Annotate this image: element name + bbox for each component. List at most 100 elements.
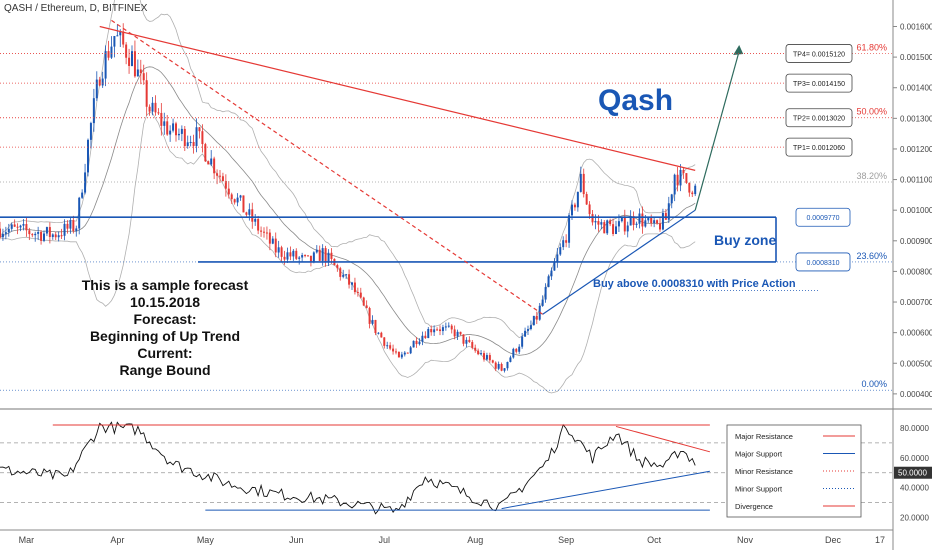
- rsi-divergence-line: [615, 425, 710, 453]
- candle-body: [400, 354, 403, 358]
- target-box: [785, 73, 853, 93]
- candle-body: [315, 249, 318, 253]
- candle-body: [257, 218, 260, 231]
- candle-body: [25, 224, 28, 231]
- candle-body: [430, 329, 433, 333]
- forecast-line: Beginning of Up Trend: [89, 328, 241, 344]
- candle-body: [327, 252, 330, 263]
- candle-body: [603, 222, 606, 234]
- candle-body: [286, 252, 289, 260]
- candle-body: [576, 191, 579, 208]
- candle-body: [22, 224, 25, 226]
- candle-body: [670, 194, 673, 204]
- candle-body: [439, 329, 441, 332]
- candle-body: [0, 228, 1, 238]
- buy-zone-label: Buy zone: [714, 232, 777, 248]
- candle-body: [353, 282, 356, 293]
- fib-level-label: 23.60%: [856, 251, 887, 261]
- candle-body: [579, 173, 582, 192]
- candle-body: [221, 176, 224, 182]
- candle-body: [131, 51, 133, 66]
- candle-body: [148, 106, 151, 112]
- candle-body: [307, 255, 309, 257]
- forecast-line: This is a sample forecast: [81, 277, 249, 293]
- candle-body: [277, 247, 280, 253]
- legend-label: Major Support: [735, 450, 783, 459]
- candle-body: [177, 133, 180, 136]
- candle-body: [289, 252, 292, 257]
- candle-body: [268, 232, 271, 244]
- candle-body: [166, 121, 169, 135]
- forecast-line: Forecast:: [133, 311, 197, 327]
- candle-body: [339, 268, 342, 277]
- candle-body: [51, 234, 54, 237]
- candle-body: [142, 73, 145, 81]
- candle-body: [527, 329, 529, 331]
- candle-body: [415, 340, 418, 345]
- time-tick-label: Dec: [825, 535, 842, 545]
- candle-body: [265, 232, 268, 234]
- candle-body: [359, 292, 362, 298]
- candle-body: [198, 127, 201, 132]
- candle-body: [524, 330, 527, 337]
- candle-body: [573, 204, 576, 208]
- candle-body: [242, 195, 245, 213]
- candle-body: [468, 339, 471, 343]
- candle-body: [283, 256, 286, 260]
- candle-body: [664, 212, 667, 220]
- candle-body: [348, 274, 351, 285]
- candle-body: [656, 220, 659, 224]
- candle-body: [632, 216, 635, 225]
- time-tick-label: May: [197, 535, 215, 545]
- candle-body: [271, 238, 274, 244]
- upper-band: [0, 0, 696, 339]
- candle-body: [644, 220, 647, 227]
- candle-body: [301, 255, 304, 258]
- candle-body: [612, 224, 615, 235]
- candle-body: [210, 158, 213, 165]
- rsi-tick-label: 80.0000: [900, 424, 929, 433]
- target-box: [785, 44, 853, 63]
- candle-body: [254, 218, 257, 222]
- candle-body: [169, 130, 172, 135]
- zone-box: [795, 252, 851, 272]
- candle-body: [377, 332, 380, 334]
- candle-body: [145, 80, 148, 107]
- candle-body: [667, 203, 670, 220]
- candle-body: [236, 197, 239, 203]
- forecast-text: This is a sample forecast 10.15.2018 For…: [70, 277, 260, 379]
- candle-body: [679, 169, 682, 186]
- candle-body: [424, 335, 427, 339]
- rsi-tick-label: 50.0000: [898, 469, 927, 478]
- candle-body: [251, 209, 254, 222]
- candle-body: [465, 339, 468, 344]
- time-tick-label: Oct: [647, 535, 662, 545]
- target-label: TP2= 0.0013020: [793, 116, 845, 123]
- candle-body: [245, 212, 248, 215]
- candle-body: [623, 217, 626, 232]
- candle-body: [295, 250, 298, 259]
- candle-body: [98, 79, 101, 86]
- rsi-current-badge: [894, 466, 932, 479]
- candle-body: [488, 355, 491, 361]
- candle-body: [471, 342, 474, 348]
- candle-body: [436, 329, 439, 331]
- candle-body: [362, 297, 365, 306]
- candle-body: [224, 181, 227, 189]
- candle-body: [31, 234, 34, 236]
- candle-body: [110, 46, 113, 58]
- target-box: [785, 108, 853, 128]
- candle-body: [462, 334, 465, 344]
- candle-body: [515, 348, 518, 352]
- candle-body: [157, 112, 160, 114]
- candle-body: [494, 362, 497, 369]
- candle-body: [183, 128, 186, 147]
- target-label: TP1= 0.0012060: [793, 145, 845, 152]
- candle-body: [330, 252, 333, 259]
- candle-body: [491, 360, 494, 363]
